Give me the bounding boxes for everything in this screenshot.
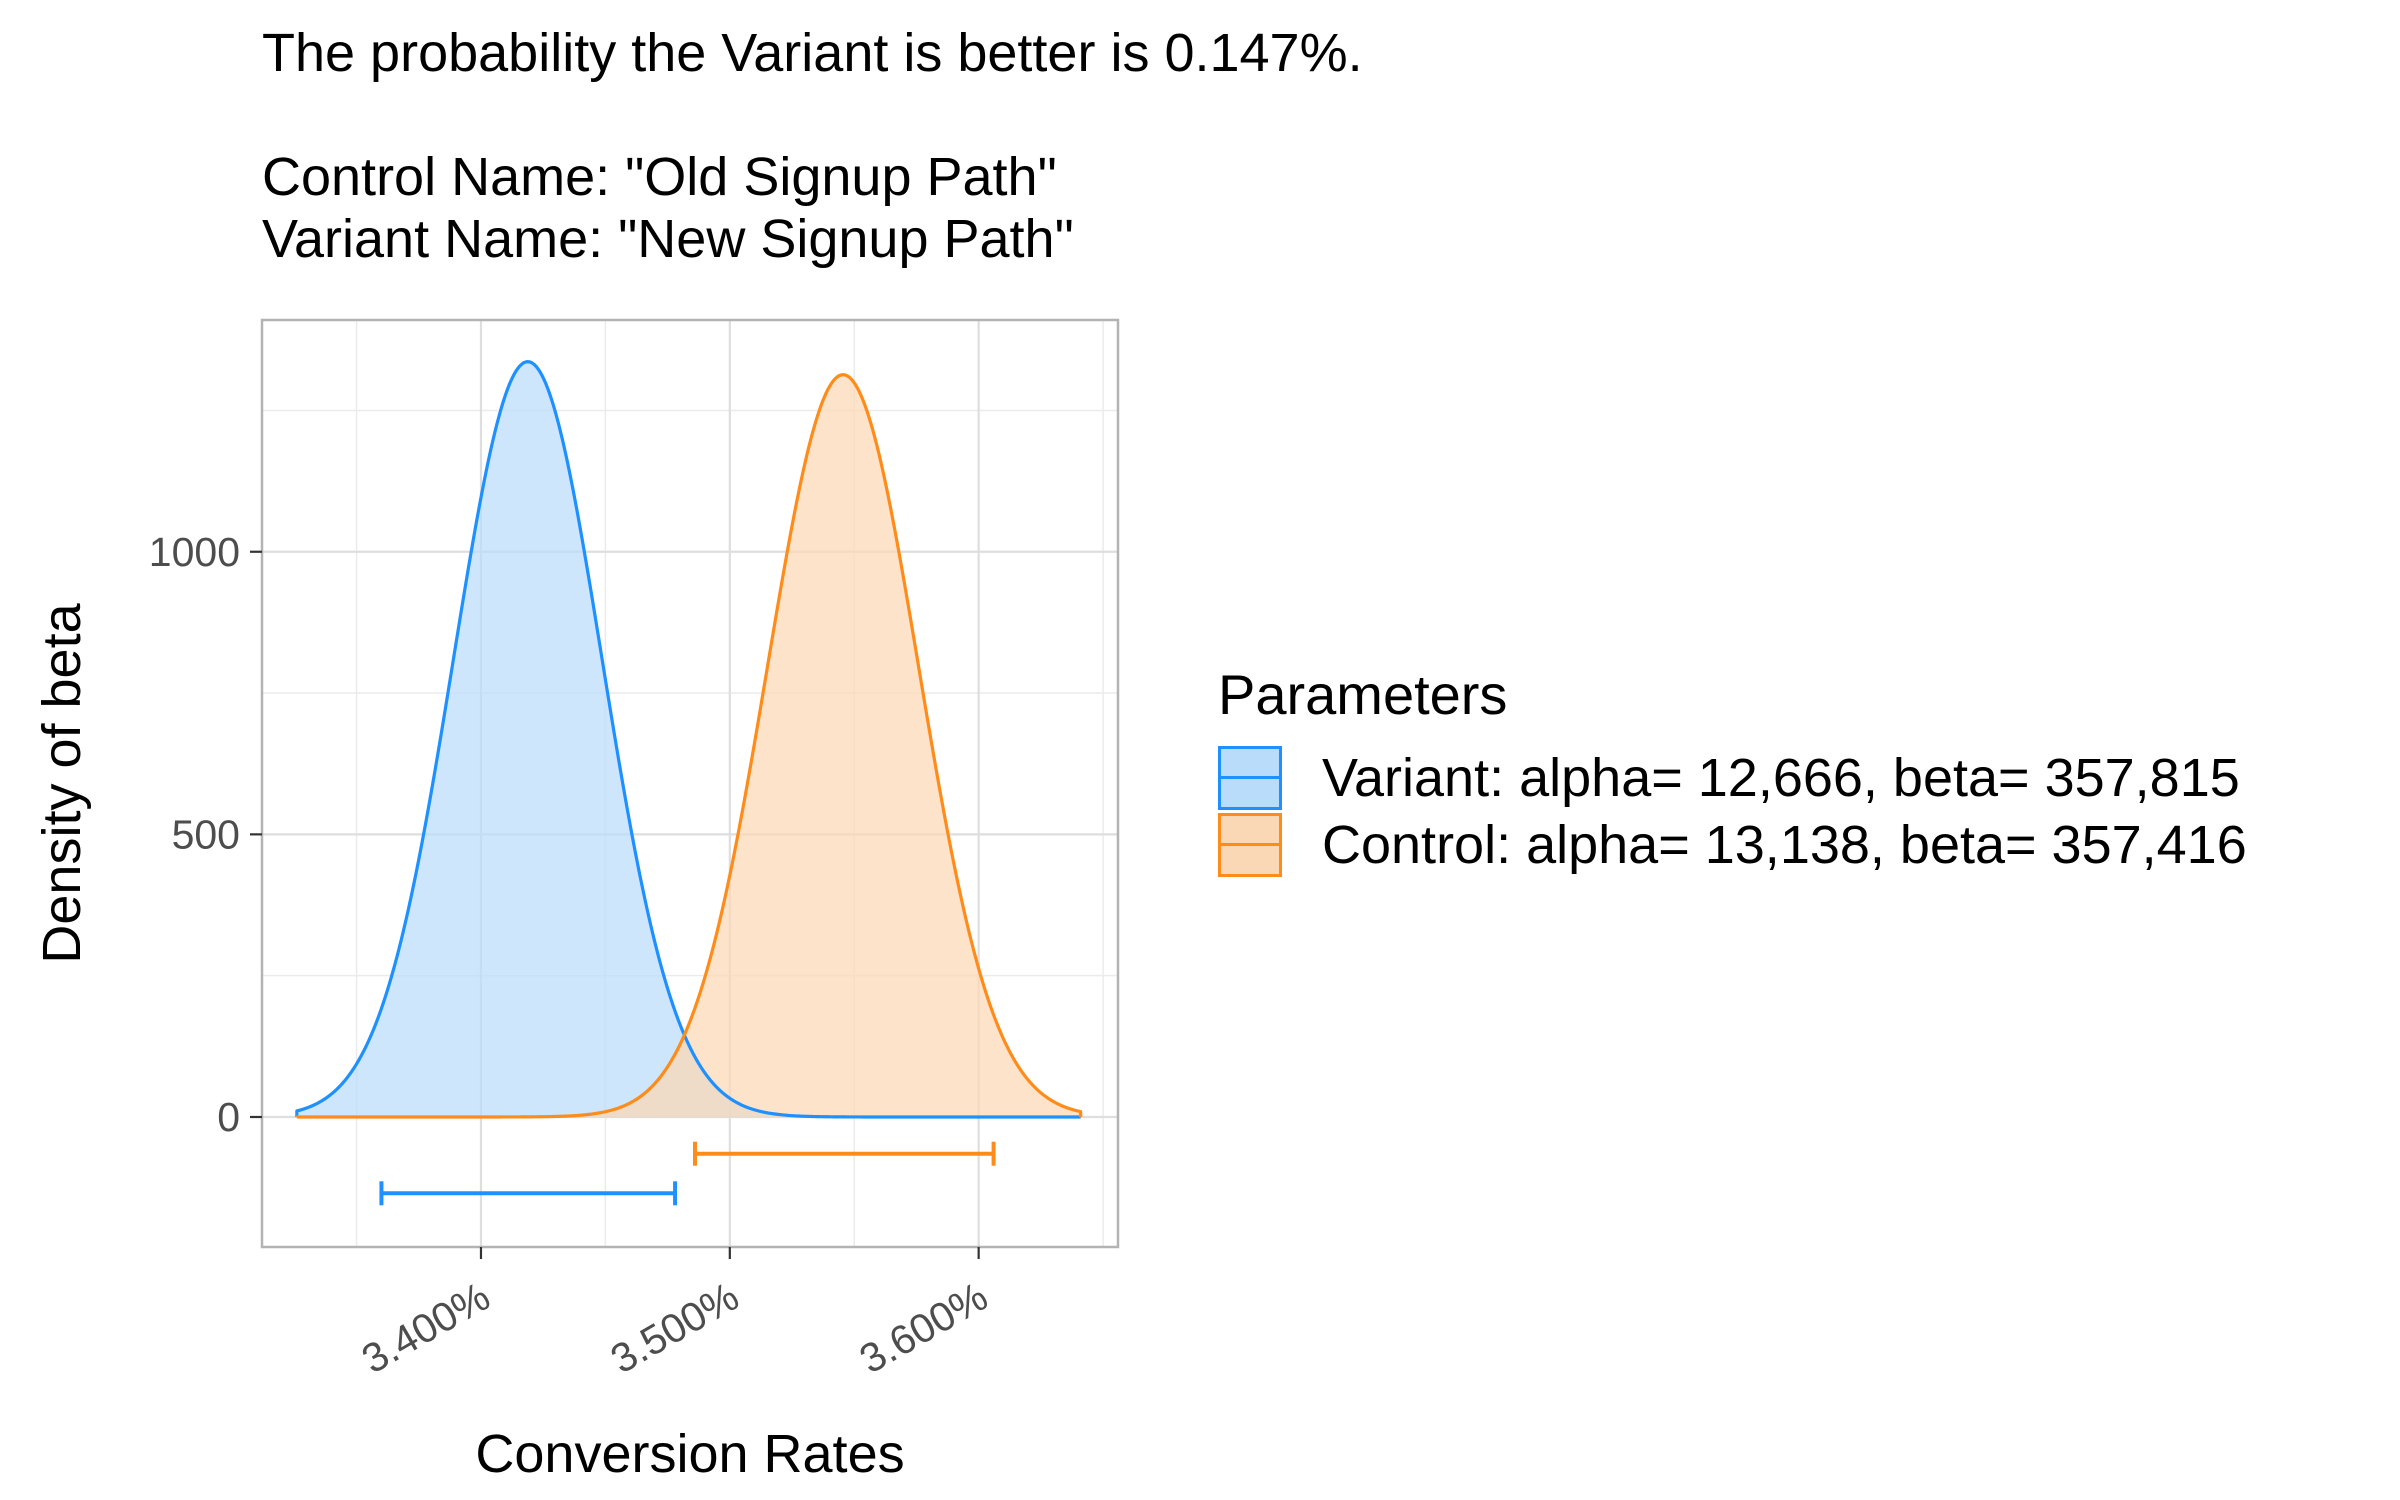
legend-item-variant: Variant: alpha= 12,666, beta= 357,815 bbox=[1218, 744, 2247, 811]
chart-title: The probability the Variant is better is… bbox=[262, 22, 1363, 270]
legend-item-control: Control: alpha= 13,138, beta= 357,416 bbox=[1218, 811, 2247, 878]
legend-key-variant bbox=[1218, 745, 1282, 810]
interval-bar-variant bbox=[379, 1181, 678, 1206]
subtitle-line: Variant Name: "New Signup Path" bbox=[262, 209, 1074, 269]
density-line-variant bbox=[295, 360, 1081, 1119]
density-area-control bbox=[296, 374, 1081, 1117]
y-tick-label: 500 bbox=[172, 811, 240, 857]
x-tick-label: 3.600% bbox=[852, 1273, 995, 1382]
density-area-variant bbox=[296, 361, 1081, 1117]
panel-border bbox=[260, 318, 1120, 1249]
title-line: The probability the Variant is better is… bbox=[262, 23, 1363, 83]
x-tick-label: 3.500% bbox=[603, 1273, 746, 1382]
density-line-control bbox=[295, 373, 1083, 1119]
legend-title: Parameters bbox=[1218, 663, 1508, 726]
legend: Parameters Variant: alpha= 12,666, beta=… bbox=[1218, 660, 2247, 878]
interval-bar-control bbox=[692, 1141, 996, 1166]
y-axis-title: Density of beta bbox=[32, 602, 92, 963]
x-tick-label: 3.400% bbox=[354, 1273, 497, 1382]
y-tick-label: 1000 bbox=[149, 529, 240, 575]
subtitle-line: Control Name: "Old Signup Path" bbox=[262, 147, 1057, 207]
legend-key-line bbox=[1221, 843, 1279, 846]
legend-label-variant: Variant: alpha= 12,666, beta= 357,815 bbox=[1322, 747, 2240, 808]
y-tick-label: 0 bbox=[217, 1094, 240, 1140]
legend-key-line bbox=[1221, 776, 1279, 779]
legend-key-control bbox=[1218, 812, 1282, 877]
density-curves bbox=[295, 360, 1083, 1119]
legend-label-control: Control: alpha= 13,138, beta= 357,416 bbox=[1322, 814, 2247, 875]
x-axis-title: Conversion Rates bbox=[475, 1424, 904, 1484]
interval-bars bbox=[379, 1141, 996, 1206]
